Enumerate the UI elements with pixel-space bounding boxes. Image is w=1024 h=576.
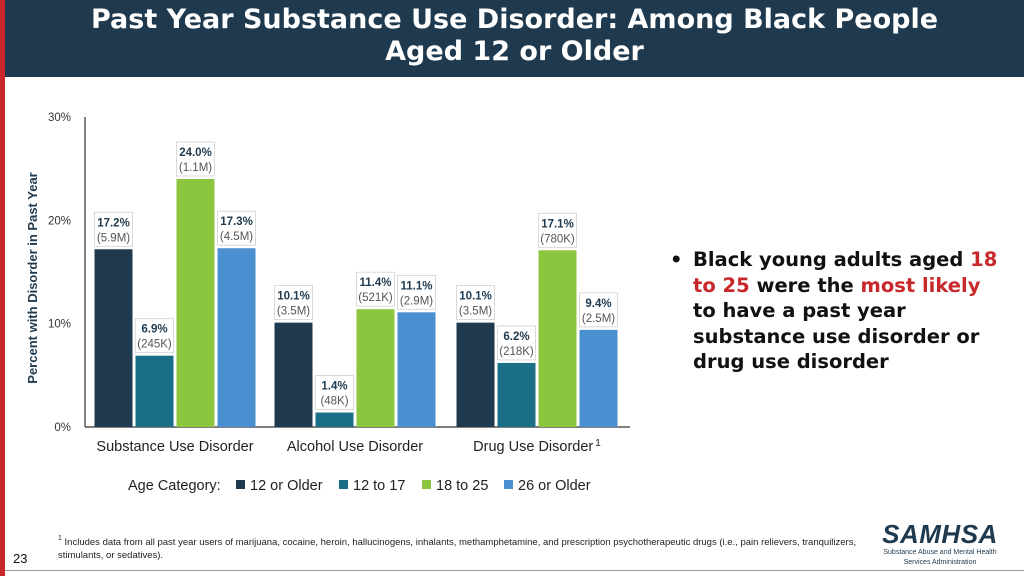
data-label-box [135, 318, 174, 354]
legend-swatch [236, 480, 245, 489]
data-label-percent: 17.1% [541, 218, 574, 230]
legend-title: Age Category: [128, 478, 221, 494]
title-line-1: Past Year Substance Use Disorder: Among … [90, 4, 939, 35]
bar [217, 248, 256, 427]
data-label-count: (4.5M) [220, 231, 253, 243]
title-line-2: Aged 12 or Older [385, 36, 644, 67]
key-finding-bullet: • Black young adults aged 18 to 25 were … [670, 247, 1000, 375]
data-label-percent: 6.9% [141, 324, 167, 336]
data-label-count: (521K) [358, 292, 393, 304]
bar-chart: 0% 10% 20% 30% Percent with Disorder in Past… [25, 112, 630, 494]
bar [579, 329, 618, 427]
bottom-divider [5, 570, 1024, 571]
bar [538, 250, 577, 427]
bar [94, 249, 133, 427]
data-label-percent: 9.4% [585, 298, 611, 310]
data-label-count: (5.9M) [97, 232, 130, 244]
logo-wordmark: SAMHSA [882, 519, 998, 549]
y-axis-label: Percent with Disorder in Past Year [25, 172, 40, 383]
legend-label: 26 or Older [518, 478, 591, 494]
legend-swatch [504, 480, 513, 489]
footnote-marker: 1 [58, 535, 62, 542]
data-label-box [176, 141, 215, 177]
data-label-box [217, 210, 256, 246]
samhsa-logo: SAMHSA Substance Abuse and Mental Health… [880, 520, 1000, 567]
data-label-percent: 17.2% [97, 217, 130, 229]
bar [176, 179, 215, 427]
data-label-count: (780K) [540, 233, 575, 245]
bar [497, 362, 536, 427]
category-superscript: 1 [595, 438, 601, 449]
data-label-box [315, 375, 354, 410]
legend-swatch [339, 480, 348, 489]
category-label: Substance Use Disorder [96, 439, 253, 455]
bar [274, 322, 313, 427]
data-label-box [579, 292, 618, 328]
data-label-box [274, 285, 313, 321]
data-label-count: (218K) [499, 346, 534, 358]
data-label-box [356, 271, 395, 307]
footnote-text: Includes data from all past year users o… [58, 537, 857, 562]
y-tick-label: 30% [48, 112, 71, 124]
legend-label: 18 to 25 [436, 478, 488, 494]
bar [356, 309, 395, 427]
accent-bar [0, 0, 5, 576]
data-label-box [497, 325, 536, 361]
data-label-box [397, 274, 436, 310]
logo-subtitle-1: Substance Abuse and Mental Health [883, 549, 997, 556]
slide-title: Past Year Substance Use Disorder: Among … [5, 4, 1024, 68]
bar [315, 412, 354, 427]
legend-label: 12 to 17 [353, 478, 405, 494]
bullet-text: Black young adults aged 18 to 25 were th… [670, 247, 1000, 375]
data-label-count: (48K) [320, 396, 348, 408]
data-label-box [538, 212, 577, 248]
bullet-highlight-most-likely: most likely [860, 273, 981, 297]
title-banner [5, 0, 1024, 77]
data-label-count: (245K) [137, 339, 172, 351]
category-label: Alcohol Use Disorder [287, 439, 423, 455]
bullet-text-1: Black young adults aged [693, 248, 971, 271]
data-label-count: (3.5M) [459, 306, 492, 318]
legend-label: 12 or Older [250, 478, 323, 494]
bar [456, 322, 495, 427]
bar [397, 312, 436, 427]
data-label-percent: 17.3% [220, 216, 253, 228]
data-label-count: (2.9M) [400, 295, 433, 307]
bar [135, 355, 174, 427]
data-label-count: (3.5M) [277, 306, 310, 318]
data-label-box [94, 211, 133, 247]
y-tick-label: 10% [48, 319, 71, 331]
data-label-percent: 11.4% [360, 277, 392, 289]
page-number: 23 [13, 551, 28, 566]
data-label-percent: 10.1% [277, 291, 310, 303]
y-tick-label: 0% [54, 422, 71, 434]
data-label-percent: 6.2% [503, 331, 529, 343]
data-label-count: (1.1M) [179, 162, 212, 174]
data-label-percent: 1.4% [321, 381, 347, 393]
y-tick-label: 20% [48, 215, 71, 227]
bullet-highlight-age: 18 to 25 [693, 248, 998, 297]
bullet-text-2: were the [749, 273, 861, 297]
category-label: Drug Use Disorder 1 [473, 438, 601, 455]
data-label-percent: 11.1% [401, 280, 433, 292]
logo-subtitle-2: Services Administration [903, 558, 977, 566]
bullet-text-3: to have a past year substance use disord… [693, 299, 980, 373]
footnote: 1 Includes data from all past year users… [58, 533, 858, 562]
bullet-dot: • [670, 248, 683, 271]
data-label-percent: 10.1% [459, 291, 492, 303]
legend-swatch [422, 480, 431, 489]
data-label-count: (2.5M) [582, 313, 615, 325]
data-label-box [456, 285, 495, 321]
data-label-percent: 24.0% [179, 147, 212, 159]
